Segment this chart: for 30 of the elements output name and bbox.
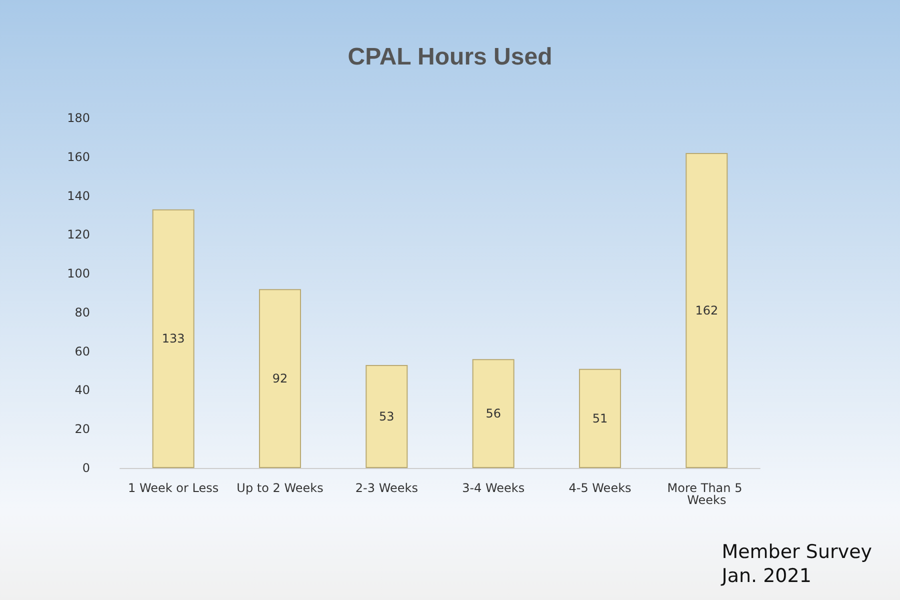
y-tick-label: 180	[67, 111, 90, 125]
bar	[579, 368, 621, 468]
x-tick-label: More Than 5 Weeks	[667, 481, 746, 507]
data-label: 92	[272, 372, 288, 386]
x-tick-label: Up to 2 Weeks	[236, 481, 324, 495]
data-label: 51	[592, 411, 608, 426]
data-label: 53	[379, 409, 394, 424]
data-label: 162	[695, 304, 718, 318]
y-tick-label: 160	[67, 150, 90, 164]
y-tick-label: 40	[74, 383, 90, 398]
bar	[472, 359, 514, 468]
y-tick-label: 120	[67, 228, 90, 242]
x-tick-label: 4-5 Weeks	[568, 481, 632, 495]
y-tick-label: 0	[82, 461, 90, 475]
y-tick-label: 60	[74, 344, 90, 358]
x-tick-label: 3-4 Weeks	[462, 481, 525, 495]
data-label: 56	[486, 406, 501, 421]
x-tick-label: 1 Week or Less	[128, 481, 219, 495]
x-tick-label: 2-3 Weeks	[355, 481, 418, 495]
y-tick-label: 100	[67, 266, 90, 281]
bar	[259, 289, 301, 468]
bar	[152, 209, 194, 468]
bar	[686, 153, 728, 468]
y-tick-label: 140	[67, 188, 90, 203]
bar	[366, 364, 408, 468]
y-tick-label: 20	[74, 422, 90, 436]
data-label: 133	[162, 332, 185, 346]
y-tick-label: 80	[74, 305, 90, 320]
chart-title: CPAL Hours Used	[348, 44, 552, 70]
text: Member Survey Jan. 2021	[720, 541, 872, 587]
